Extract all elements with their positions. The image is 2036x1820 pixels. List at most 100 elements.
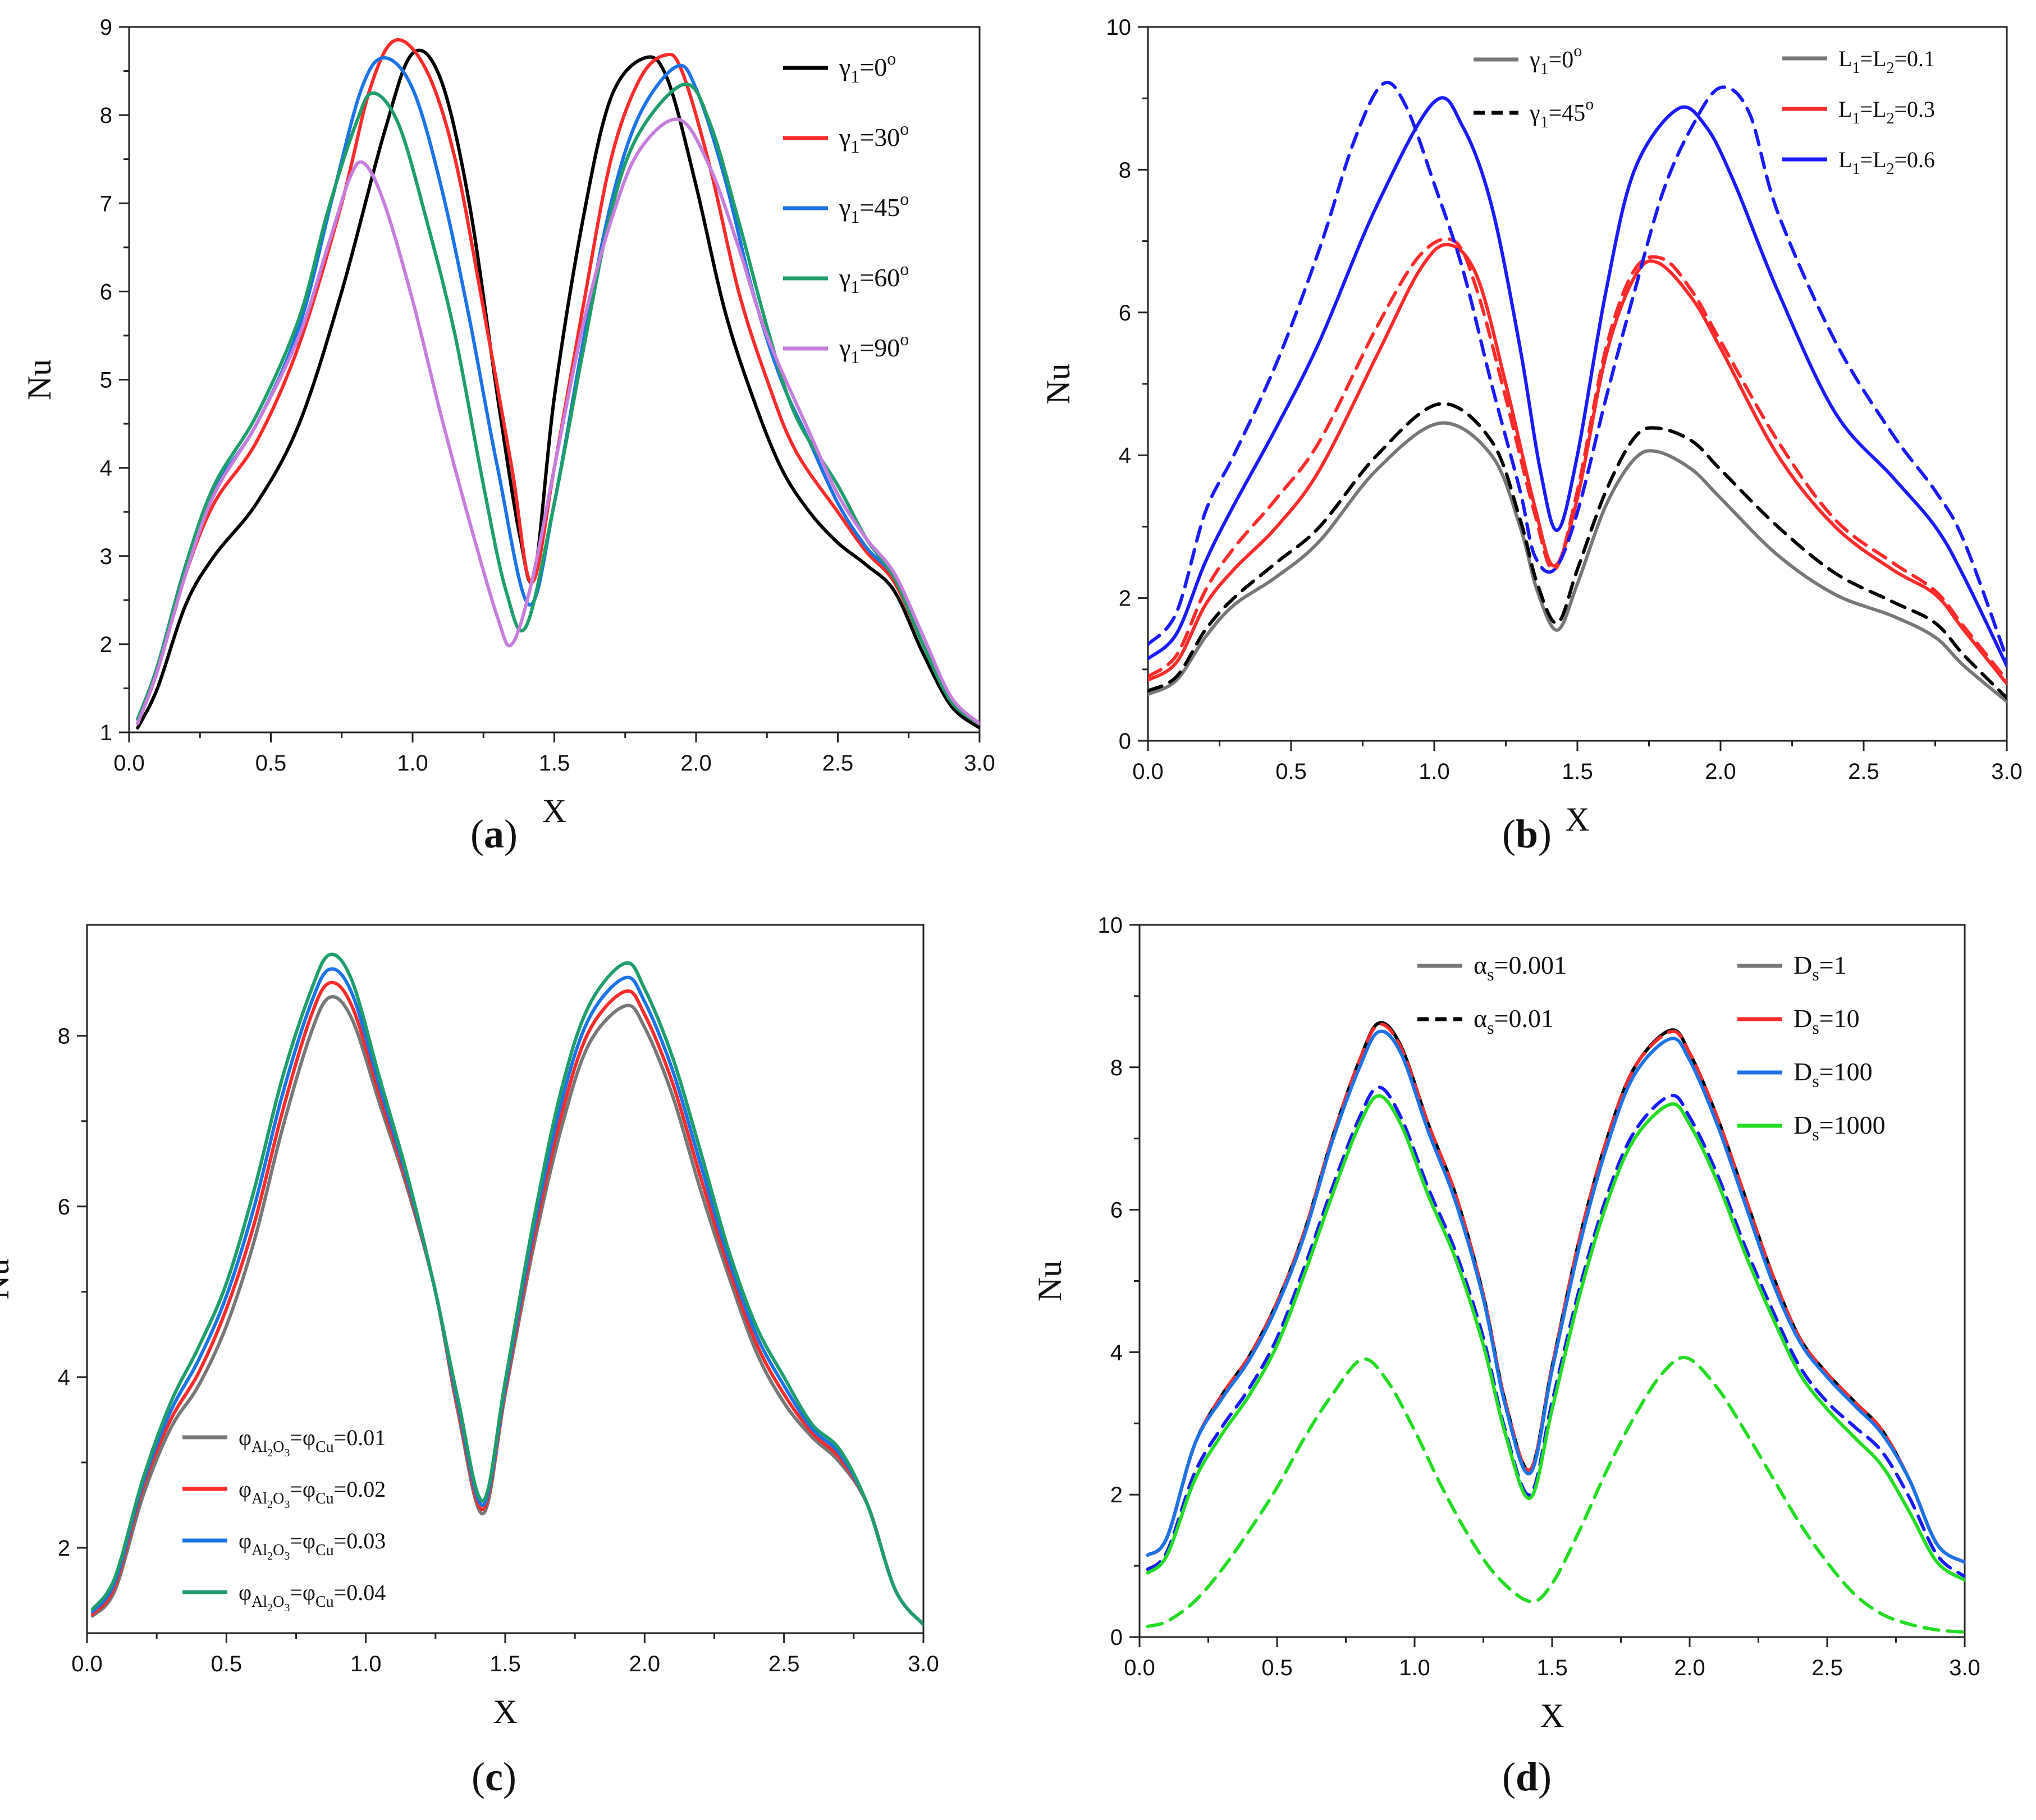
y-axis-title-a: Nu (21, 359, 58, 400)
series-line-d-1 (1146, 1023, 1965, 1564)
x-tick-label-a-1: 0.5 (255, 751, 287, 776)
x-tick-label-d-3: 1.5 (1536, 1656, 1568, 1680)
x-tick-label-b-5: 2.5 (1848, 759, 1879, 784)
series-line-c-2 (90, 967, 923, 1626)
legend-label-dl-1: αs=0.01 (1474, 1004, 1554, 1038)
y-tick-label-d-3: 6 (1110, 1198, 1123, 1223)
legend-label-c-1: φAl2O3=φCu=0.02 (239, 1477, 386, 1511)
legend-label-d-2: Ds=100 (1793, 1057, 1873, 1091)
caption-d: (d) (1502, 1754, 1552, 1799)
series-group-d (1146, 1021, 1965, 1634)
x-tick-label-b-3: 1.5 (1562, 759, 1593, 784)
y-tick-label-a-3: 4 (100, 456, 112, 481)
x-tick-label-a-0: 0.0 (113, 751, 145, 776)
legend-label-c-2: φAl2O3=φCu=0.03 (239, 1528, 386, 1562)
y-tick-label-d-2: 4 (1110, 1340, 1123, 1365)
x-tick-label-c-6: 3.0 (908, 1652, 939, 1676)
plot-frame-b (1147, 26, 2008, 742)
legend-label-a-0: γ1=0o (839, 48, 896, 86)
y-tick-label-b-5: 10 (1106, 15, 1132, 40)
plot-frame-a (128, 26, 981, 733)
x-tick-label-b-1: 0.5 (1275, 759, 1307, 784)
series-line-a-4 (136, 117, 980, 726)
x-tick-label-a-6: 3.0 (964, 751, 995, 776)
caption-a: (a) (470, 812, 518, 856)
caption-c: (c) (472, 1754, 516, 1799)
legend-label-b-1: L1=L2=0.3 (1838, 97, 1935, 127)
series-line-b-2 (1148, 242, 2007, 686)
legend-label-bl-0: γ1=0o (1529, 42, 1582, 78)
series-line-d-3 (1146, 1085, 1965, 1579)
series-line-d-4 (1146, 1094, 1965, 1582)
x-tick-label-c-4: 2.0 (629, 1652, 661, 1676)
x-tick-label-c-3: 1.5 (489, 1652, 521, 1676)
x-tick-label-b-2: 1.0 (1419, 759, 1450, 784)
series-line-b-5 (1148, 80, 2007, 661)
chart-panel-c: 0.0 0.5 1.0 1.5 2.0 2.5 3.0 2 4 6 8 X Nu (c) φAl2O3=φC… (0, 924, 939, 1799)
y-tick-label-a-5: 6 (100, 279, 112, 304)
y-tick-label-a-1: 2 (100, 632, 112, 657)
x-tick-label-b-4: 2.0 (1705, 759, 1736, 784)
legend-label-a-2: γ1=45o (839, 189, 909, 227)
x-tick-label-d-0: 0.0 (1124, 1656, 1155, 1680)
legend-label-a-1: γ1=30o (839, 118, 909, 157)
x-tick-label-a-2: 1.0 (397, 751, 428, 776)
y-tick-label-c-1: 4 (58, 1365, 70, 1390)
series-line-b-4 (1148, 96, 2007, 668)
x-tick-label-c-5: 2.5 (768, 1652, 800, 1676)
y-tick-label-c-2: 6 (58, 1195, 70, 1220)
y-tick-label-b-2: 4 (1119, 443, 1131, 468)
legend-label-d-0: Ds=1 (1793, 951, 1847, 984)
x-tick-label-a-5: 2.5 (822, 751, 854, 776)
x-axis-title-b: X (1565, 801, 1589, 838)
caption-b: (b) (1502, 812, 1552, 856)
x-tick-label-c-1: 0.5 (211, 1652, 243, 1676)
y-tick-label-c-0: 2 (58, 1536, 70, 1561)
y-axis-title-c: Nu (0, 1258, 16, 1299)
series-group-b (1148, 80, 2007, 703)
chart-panel-a: 0.0 0.5 1.0 1.5 2.0 2.5 3.0 1 2 3 4 5 6 7 8 9 X Nu (a) γ1=0… (21, 15, 995, 856)
series-group-c (90, 952, 923, 1626)
x-tick-label-d-6: 3.0 (1949, 1656, 1980, 1680)
legend-label-d-3: Ds=1000 (1793, 1111, 1886, 1144)
plot-frame-c (86, 924, 925, 1634)
x-tick-label-d-5: 2.5 (1811, 1656, 1843, 1680)
y-tick-label-a-0: 1 (100, 721, 112, 745)
y-tick-label-d-0: 0 (1110, 1625, 1123, 1650)
x-tick-label-b-6: 3.0 (1991, 759, 2023, 784)
legend-label-a-3: γ1=60o (839, 259, 909, 297)
legend-label-a-4: γ1=90o (839, 329, 909, 367)
legend-label-b-2: L1=L2=0.6 (1838, 147, 1935, 178)
series-line-b-0 (1148, 421, 2007, 703)
series-line-a-3 (136, 82, 980, 726)
y-tick-label-d-5: 10 (1098, 913, 1123, 938)
legend-label-c-0: φAl2O3=φCu=0.01 (239, 1425, 386, 1459)
legend-label-d-1: Ds=10 (1793, 1004, 1860, 1038)
y-tick-label-a-4: 5 (100, 368, 112, 393)
x-tick-label-b-0: 0.0 (1132, 759, 1164, 784)
x-tick-label-d-1: 0.5 (1261, 1656, 1293, 1680)
series-line-d-2 (1146, 1029, 1965, 1564)
y-tick-label-a-8: 9 (100, 15, 112, 40)
y-axis-title-d: Nu (1031, 1260, 1068, 1301)
legend-label-c-3: φAl2O3=φCu=0.04 (239, 1580, 386, 1614)
y-tick-label-d-1: 2 (1110, 1483, 1123, 1507)
y-tick-label-a-7: 8 (100, 103, 112, 128)
x-tick-label-a-4: 2.0 (680, 751, 712, 776)
x-tick-label-d-2: 1.0 (1399, 1656, 1430, 1680)
series-line-b-1 (1148, 402, 2007, 700)
series-line-d-0 (1146, 1021, 1965, 1564)
y-tick-label-b-1: 2 (1119, 586, 1131, 611)
y-tick-label-a-2: 3 (100, 544, 112, 569)
y-tick-label-a-6: 7 (100, 191, 112, 216)
legend-label-bl-1: γ1=45o (1529, 95, 1594, 131)
y-tick-label-b-4: 8 (1119, 158, 1131, 182)
y-tick-label-b-0: 0 (1119, 729, 1131, 754)
x-tick-label-c-0: 0.0 (71, 1652, 103, 1676)
x-axis-title-a: X (542, 792, 566, 829)
series-line-a-2 (136, 56, 980, 726)
series-group-a (136, 38, 980, 730)
x-axis-title-c: X (493, 1693, 517, 1730)
x-axis-title-d: X (1540, 1697, 1564, 1734)
